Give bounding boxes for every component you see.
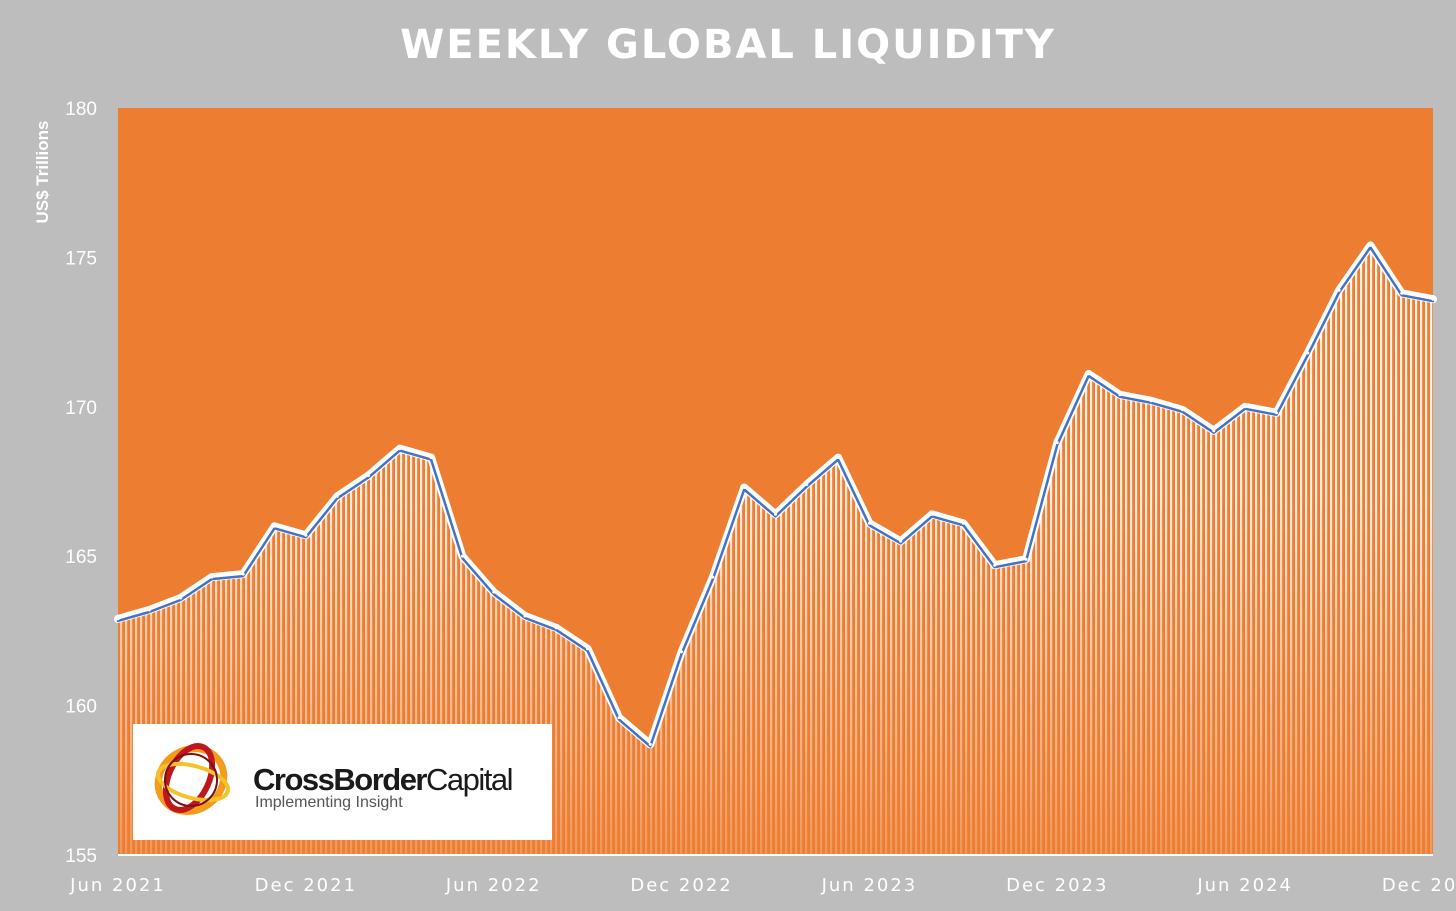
data-point-2023-11 [1024,557,1028,561]
logo-tagline: Implementing Insight [255,794,403,811]
y-tick-label: 155 [65,846,97,867]
data-point-2022-10 [617,716,621,720]
data-point-2022-11 [648,742,652,746]
x-tick-label: Dec 2024 [1382,875,1456,896]
data-point-2023-04 [805,483,809,486]
data-point-2023-08 [930,512,934,516]
data-point-2022-09 [586,647,590,651]
globe-swirl-icon [154,743,231,815]
y-axis-label: US$ Trillions [33,120,52,224]
x-tick-label: Jun 2022 [445,875,542,896]
data-point-2022-04 [429,456,433,460]
data-point-2022-05 [460,554,464,558]
y-tick-label: 180 [65,99,97,120]
data-point-2023-10 [993,563,997,567]
data-point-2024-09 [1337,288,1341,292]
x-tick-label: Jun 2024 [1196,875,1293,896]
data-point-2024-06 [1243,405,1247,409]
data-point-2021-06 [116,617,120,621]
series-line [116,246,1435,748]
data-point-2022-12 [680,650,684,654]
data-point-2024-08 [1306,351,1310,355]
data-point-2023-03 [774,512,777,516]
data-point-2024-12 [1431,297,1435,301]
data-point-2022-06 [492,590,496,594]
data-point-2024-04 [1181,408,1184,412]
y-tick-label: 175 [65,248,97,269]
data-point-2024-10 [1368,243,1372,247]
data-point-2023-01 [711,575,715,579]
data-point-2024-01 [1087,372,1091,376]
data-point-2022-03 [398,447,402,451]
data-point-2024-03 [1149,399,1153,403]
x-tick-label: Dec 2022 [630,875,732,896]
x-tick-label: Dec 2023 [1006,875,1108,896]
data-point-2023-02 [742,486,746,489]
data-point-2024-02 [1118,393,1122,397]
data-point-2024-05 [1212,429,1216,433]
data-point-2022-08 [554,626,558,630]
data-point-2021-10 [241,572,245,576]
data-point-2023-12 [1055,441,1059,445]
data-point-2022-01 [335,494,339,498]
x-tick-label: Dec 2021 [255,875,357,896]
data-point-2021-08 [179,596,183,600]
y-tick-label: 165 [65,547,97,568]
series-area-fill [118,245,1433,855]
data-point-2021-12 [304,533,308,537]
data-point-2024-07 [1275,411,1278,415]
data-point-2022-07 [523,614,527,618]
data-point-2023-09 [961,521,965,525]
y-tick-label: 170 [65,398,97,419]
data-point-2021-07 [147,608,151,612]
data-point-2021-09 [210,575,214,579]
data-point-2021-11 [273,524,276,528]
logo-name: CrossBorderCapital [253,762,514,797]
data-point-2022-02 [367,474,370,477]
data-point-2023-07 [899,539,903,543]
x-tick-label: Jun 2023 [821,875,918,896]
chart-title: WEEKLY GLOBAL LIQUIDITY [400,22,1056,68]
data-point-2024-11 [1400,291,1404,295]
x-tick-label: Jun 2021 [69,875,166,896]
y-tick-label: 160 [65,697,97,718]
data-point-2023-05 [836,456,840,460]
data-point-2023-06 [867,521,871,525]
crossborder-capital-logo: CrossBorderCapital Implementing Insight [133,724,552,840]
